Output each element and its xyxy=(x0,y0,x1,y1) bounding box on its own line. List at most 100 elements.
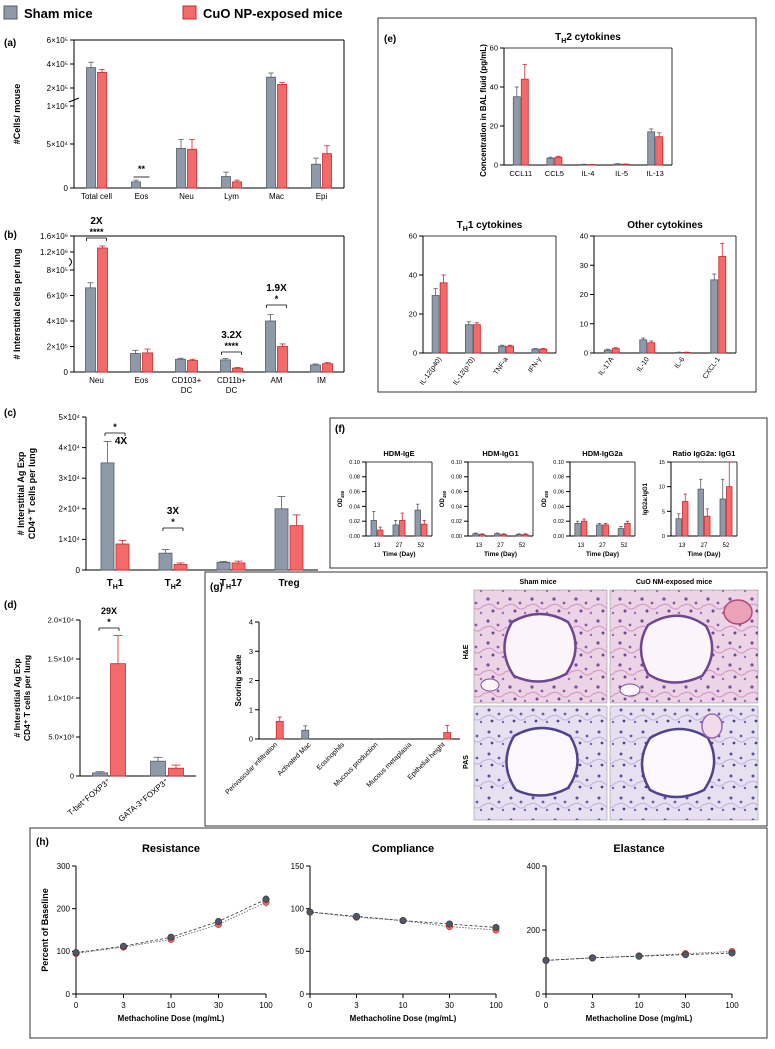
f4-ytick-label: 0 xyxy=(662,534,665,540)
f1-bar xyxy=(399,520,406,537)
e1-ytick-label: 20 xyxy=(490,122,498,131)
h1-ytick-label: 0 xyxy=(66,990,71,999)
a-significance: ** xyxy=(138,164,146,174)
panel-label-g: (g) xyxy=(210,582,223,593)
f3-bar xyxy=(624,523,631,537)
e2-bar xyxy=(506,345,515,354)
f1-xtick-label: 52 xyxy=(418,543,425,549)
b-xtick-label: DC xyxy=(226,386,238,395)
f3-bar xyxy=(617,528,625,537)
e1-bar xyxy=(613,163,622,166)
e2-bar xyxy=(498,345,507,354)
h2-xtick-label: 100 xyxy=(489,1001,503,1010)
g-ytick-label: 2 xyxy=(249,676,253,685)
panel-f-frame xyxy=(329,417,768,569)
panel-label-a: (a) xyxy=(4,38,16,49)
h3-xtick-label: 100 xyxy=(725,1001,739,1010)
e3-bar xyxy=(603,349,612,354)
c-xtick-label: TH17 xyxy=(220,578,243,591)
e1-bar xyxy=(520,78,529,166)
e1-bar xyxy=(655,136,664,166)
a-xtick-label: Mac xyxy=(269,192,284,201)
chart-h1: 0 100 200 300 0 3 10 30 100 Methacholine Dose (mg… xyxy=(40,843,273,1023)
e1-xtick-label: IL-4 xyxy=(582,169,595,178)
f1-bar xyxy=(421,523,428,537)
e3-xtick-label: IL-17A xyxy=(598,356,616,377)
legend: Sham mice CuO NP-exposed mice xyxy=(3,5,342,21)
f4-bar xyxy=(726,486,733,537)
h3-xtick-label: 0 xyxy=(544,1001,549,1010)
d-ytick-label: 5.0×10³ xyxy=(48,733,74,742)
h3-ytick-label: 400 xyxy=(527,862,541,871)
b-bar xyxy=(310,364,321,373)
h2-xtick-label: 30 xyxy=(445,1001,454,1010)
h3-xlabel: Methacholine Dose (mg/mL) xyxy=(586,1014,693,1023)
g-ytick-label: 1 xyxy=(249,705,253,714)
f2-title: HDM-IgG1 xyxy=(482,449,518,458)
d-bar xyxy=(150,760,166,777)
f4-xtick-label: 13 xyxy=(679,543,686,549)
f2-xtick-label: 13 xyxy=(475,543,482,549)
f4-ytick-label: 5 xyxy=(662,509,665,515)
c-ytick-label: 1×10⁴ xyxy=(59,535,81,544)
c-xtick-label: Treg xyxy=(278,578,299,589)
e1-xtick-label: CCL11 xyxy=(509,169,532,178)
d-xtick-label: GATA-3⁺FOXP3⁺ xyxy=(117,777,171,824)
e1-bar xyxy=(512,96,521,166)
e3-bar xyxy=(647,342,656,354)
f3-ytick-label: 0.04 xyxy=(553,504,564,510)
f2-bar xyxy=(515,534,523,537)
h1-point xyxy=(215,917,223,925)
d-ylabel-line1: # Interstitial Ag Exp xyxy=(12,658,22,737)
h2-point xyxy=(445,920,453,928)
c-ytick-label: 3×10⁴ xyxy=(59,474,81,483)
h2-xlabel: Methacholine Dose (mg/mL) xyxy=(350,1014,457,1023)
b-bar xyxy=(142,352,153,373)
c-fold-change: 4X xyxy=(115,436,128,447)
b-bar xyxy=(175,358,186,373)
c-ylabel-line2: CD4⁺ T cells per lung xyxy=(27,448,37,539)
c-bar xyxy=(216,561,231,571)
h3-ytick-label: 0 xyxy=(536,990,541,999)
a-bar xyxy=(131,181,141,189)
h3-point xyxy=(681,951,689,959)
b-bar xyxy=(130,353,141,373)
e1-xtick-label: CCL5 xyxy=(545,169,564,178)
histology-image-cuo-pas xyxy=(609,705,759,821)
e3-bar xyxy=(710,279,719,354)
panel-label-b: (b) xyxy=(4,230,17,241)
panel-label-e: (e) xyxy=(384,34,396,45)
a-xtick-label: Eos xyxy=(135,192,149,201)
f1-ytick-label: 0.06 xyxy=(349,490,360,496)
f3-xtick-label: 52 xyxy=(621,543,628,549)
e2-bar xyxy=(539,348,548,354)
chart-h2: 0 50 100 150 0 3 10 30 100 Methacholine Dose (mg/… xyxy=(291,843,504,1023)
legend-label-cuo: CuO NP-exposed mice xyxy=(203,6,342,21)
b-bar xyxy=(322,363,333,373)
h1-point xyxy=(72,949,80,957)
e2-xtick-label: IL-12(p70) xyxy=(452,356,476,386)
f2-xtick-label: 27 xyxy=(497,543,504,549)
f4-bar xyxy=(719,498,726,537)
a-xtick-label: Neu xyxy=(179,192,194,201)
d-ytick-label: 1.5×10⁴ xyxy=(48,655,74,664)
h2-point xyxy=(399,917,407,925)
g-xtick-label: Perivascular infiltration xyxy=(224,741,279,796)
f1-ytick-label: 0.02 xyxy=(349,519,360,525)
d-xtick-label: T-bet⁺FOXP3⁺ xyxy=(66,777,112,818)
panel-h-frame xyxy=(29,827,768,1039)
f2-bar xyxy=(478,534,486,537)
b-ytick-label: 0 xyxy=(64,368,69,377)
b-xtick-label: IM xyxy=(317,376,326,385)
h2-xtick-label: 0 xyxy=(308,1001,313,1010)
a-xtick-label: Lym xyxy=(224,192,239,201)
f4-ytick-label: 10 xyxy=(659,485,665,491)
f3-bar xyxy=(596,524,603,537)
f2-ylabel: OD450 xyxy=(440,490,447,507)
e2-ytick-label: 0 xyxy=(413,349,417,358)
a-bar xyxy=(187,148,197,189)
b-ytick-label: 6×10⁵ xyxy=(47,291,68,300)
